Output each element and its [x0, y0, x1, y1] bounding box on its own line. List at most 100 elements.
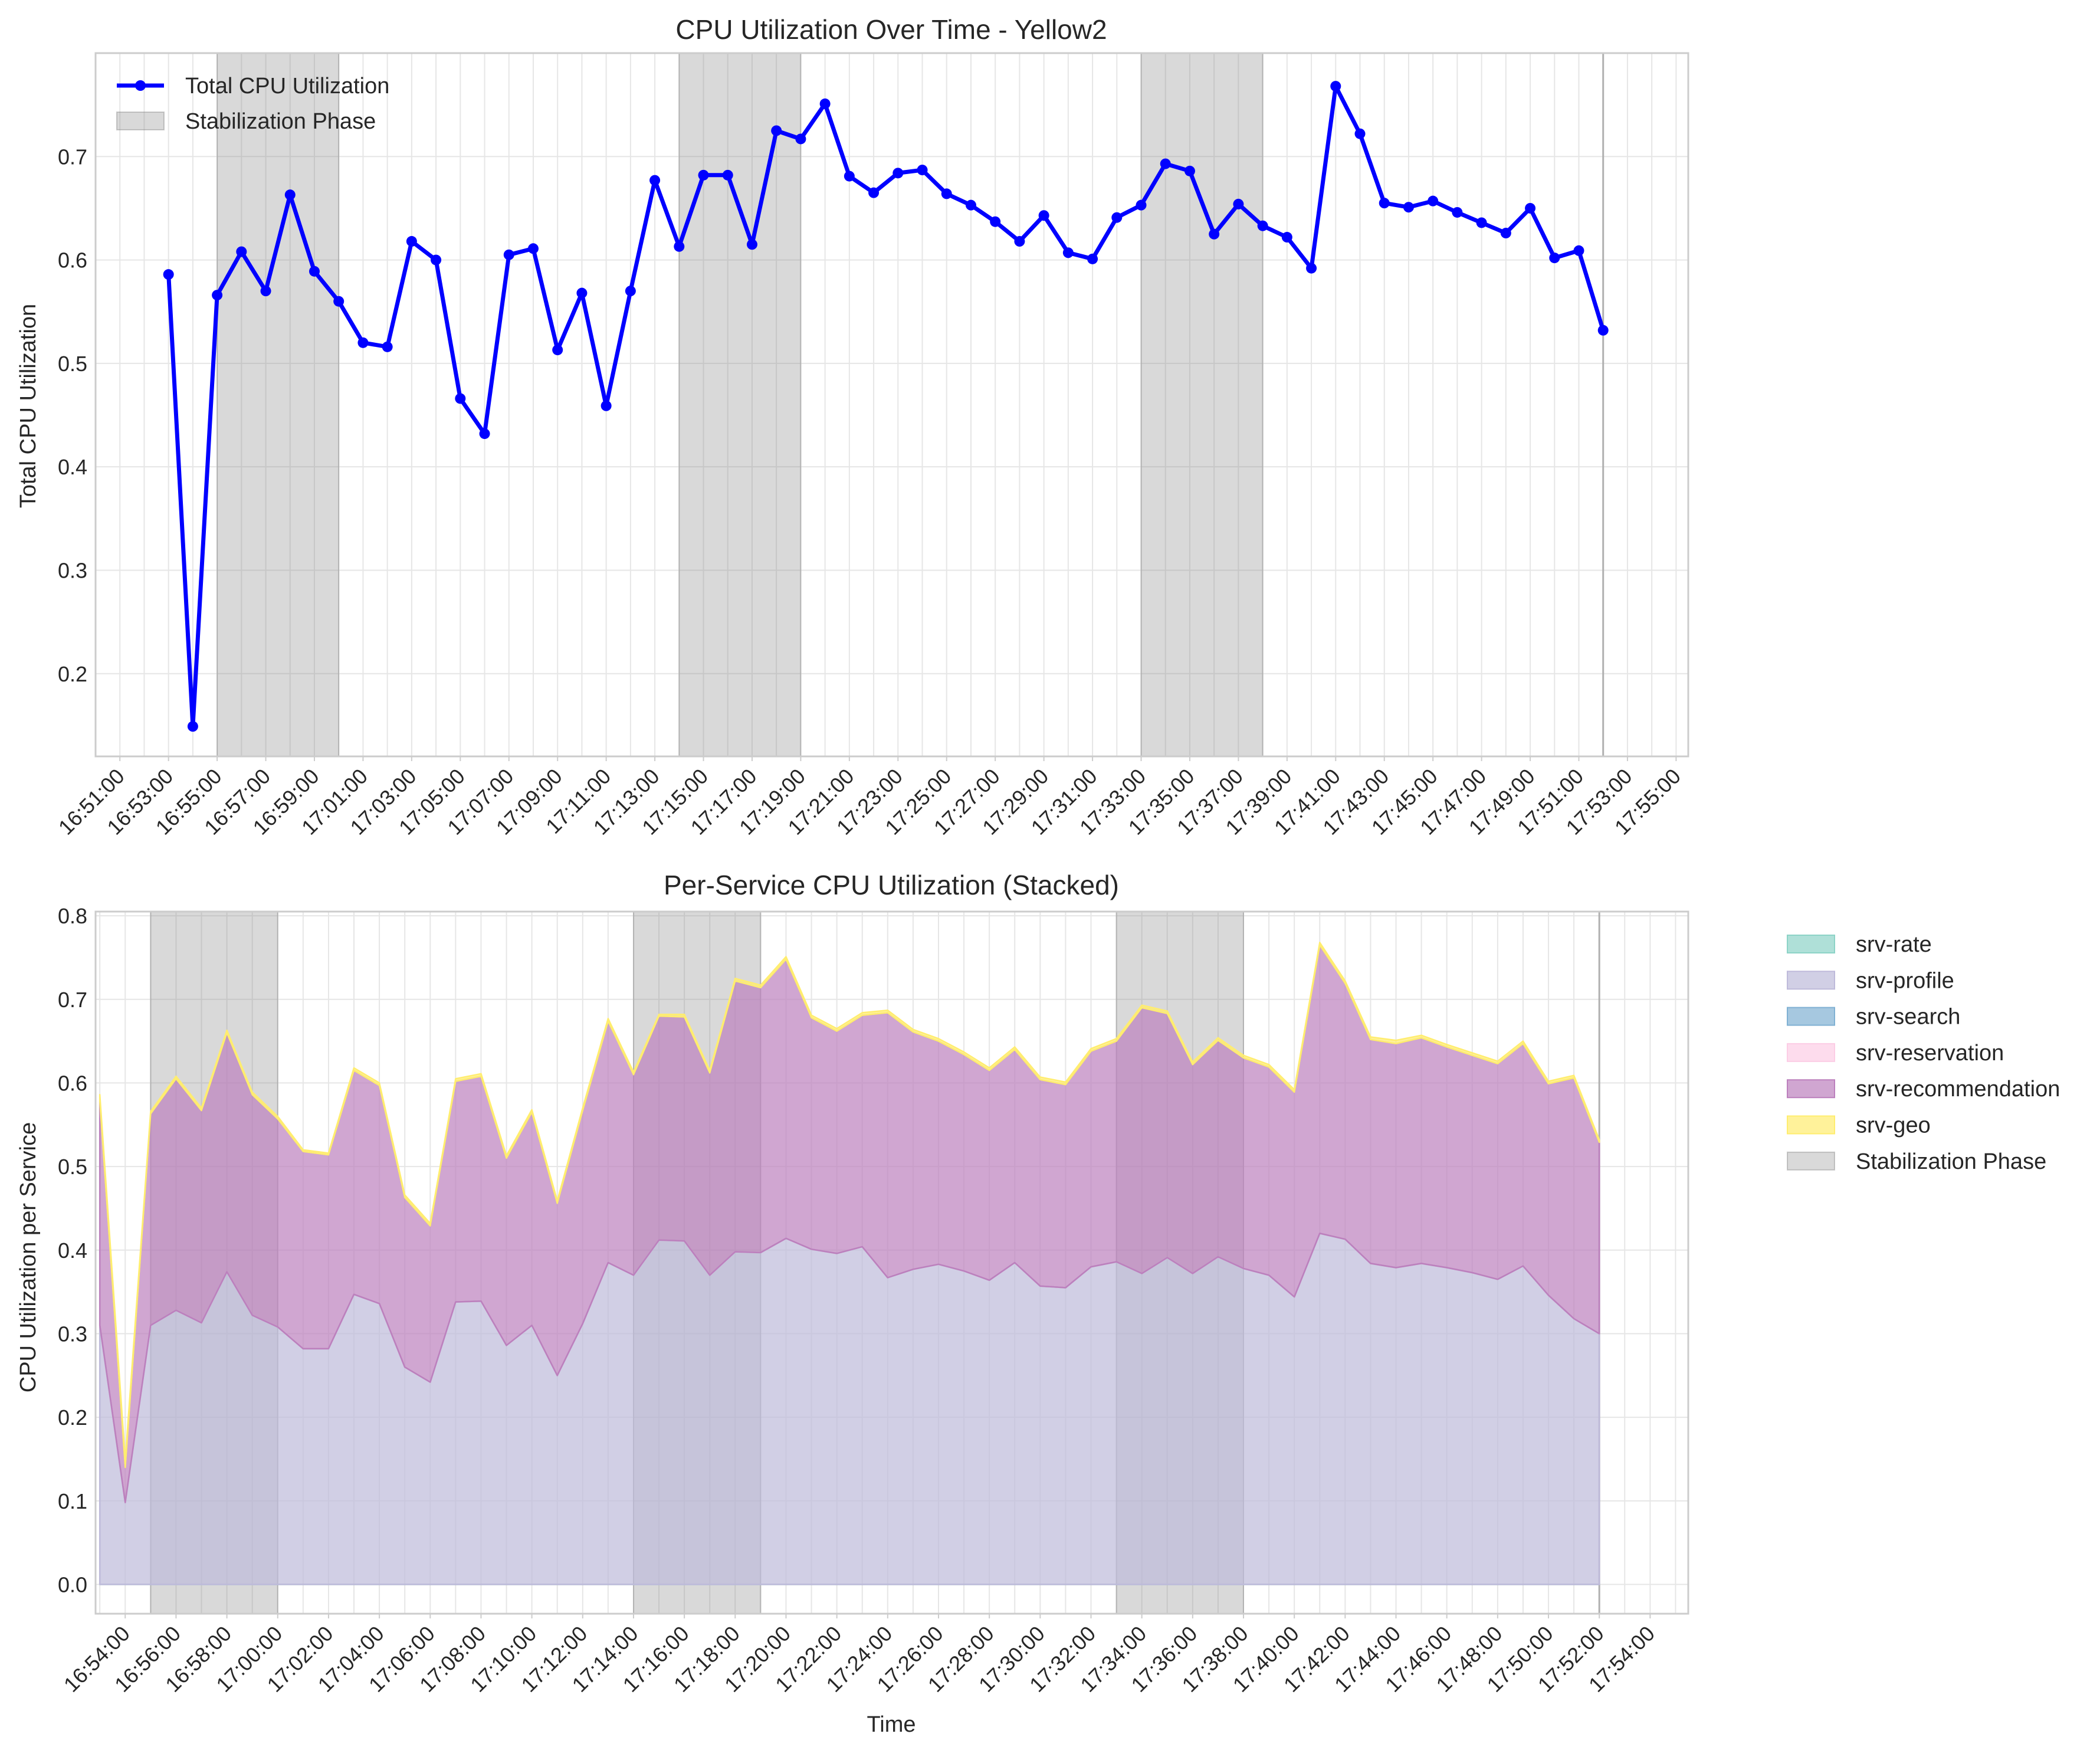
legend-swatch-patch: [1787, 1007, 1835, 1026]
y-tick-label: 0.8: [58, 904, 87, 928]
data-point: [1500, 228, 1511, 239]
legend-swatch-patch: [1787, 1079, 1835, 1099]
y-tick-label: 0.5: [58, 352, 87, 376]
data-point: [1330, 81, 1341, 92]
plot-background: [96, 53, 1688, 756]
legend-entry-label: srv-recommendation: [1856, 1077, 2060, 1102]
legend-entry-label: srv-search: [1856, 1005, 1960, 1030]
y-tick-labels: 0.2 0.3 0.4 0.5 0.6 0.7: [58, 145, 87, 686]
y-tick-label: 0.2: [58, 662, 87, 686]
bottom-chart: Per-Service CPU Utilization (Stacked) CP…: [16, 870, 2060, 1737]
data-point: [844, 171, 855, 182]
top-chart-y-axis-label: Total CPU Utilization: [16, 304, 41, 508]
y-tick-label: 0.1: [58, 1489, 87, 1513]
data-point: [601, 400, 612, 411]
data-point: [1428, 195, 1439, 207]
data-point: [552, 345, 563, 356]
legend-entry-label: srv-geo: [1856, 1113, 1931, 1138]
data-point: [1476, 217, 1487, 228]
y-tick-label: 0.4: [58, 1238, 87, 1263]
data-point: [1038, 210, 1049, 221]
legend-entry-label: Total CPU Utilization: [185, 74, 389, 99]
bottom-chart-title: Per-Service CPU Utilization (Stacked): [664, 870, 1119, 900]
legend-swatch-patch: [1787, 1151, 1835, 1171]
data-point: [722, 169, 733, 181]
data-point: [406, 236, 417, 247]
data-point: [1014, 236, 1025, 247]
bottom-chart-y-axis-label: CPU Utilization per Service: [16, 1122, 41, 1392]
data-point: [163, 269, 174, 280]
data-point: [260, 286, 271, 297]
data-point: [309, 266, 320, 277]
legend-swatch-marker: [135, 80, 146, 91]
y-tick-label: 0.5: [58, 1155, 87, 1179]
data-point: [819, 98, 831, 109]
top-chart-legend: Total CPU Utilization Stabilization Phase: [116, 74, 389, 134]
data-point: [771, 125, 782, 136]
top-chart: CPU Utilization Over Time - Yellow2 Tota…: [16, 14, 1689, 840]
data-point: [1525, 202, 1536, 214]
data-point: [1379, 198, 1390, 209]
data-point: [625, 286, 636, 297]
stabilization-phase-band: [216, 53, 340, 757]
data-point: [1184, 165, 1195, 176]
series-line-total-cpu-utilization: [166, 84, 1606, 729]
bottom-chart-plot-area: 0.0 0.1 0.2 0.3 0.4 0.5 0.6 0.7 0.8 16:54:0016:56…: [58, 904, 1689, 1697]
data-point: [1209, 228, 1220, 240]
bottom-chart-x-axis-label: Time: [867, 1712, 916, 1737]
data-point: [1233, 198, 1244, 209]
y-tick-label: 0.7: [58, 145, 87, 169]
data-point: [1136, 199, 1147, 211]
data-point: [1452, 207, 1463, 218]
y-tick-label: 0.6: [58, 1071, 87, 1095]
stabilization-phase-band: [678, 53, 802, 757]
data-point: [868, 187, 880, 198]
data-point: [382, 341, 393, 352]
data-point: [576, 287, 588, 299]
data-point: [284, 189, 296, 201]
data-point: [746, 239, 757, 250]
legend-swatch-patch: [1787, 1115, 1835, 1135]
y-tick-label: 0.4: [58, 455, 87, 479]
top-chart-title: CPU Utilization Over Time - Yellow2: [675, 14, 1107, 45]
y-tick-label: 0.3: [58, 1322, 87, 1346]
legend-entry-label: Stabilization Phase: [1856, 1149, 2046, 1174]
data-point: [1281, 232, 1292, 243]
y-tick-label: 0.2: [58, 1405, 87, 1430]
data-point: [1549, 253, 1560, 264]
data-point: [1597, 325, 1609, 336]
data-point: [333, 296, 344, 307]
data-point: [674, 241, 685, 252]
legend-entry-label: srv-profile: [1856, 968, 1954, 993]
data-point: [357, 337, 369, 348]
data-point: [1403, 202, 1414, 213]
series-points: [163, 81, 1609, 732]
data-point: [479, 428, 490, 440]
legend-entry-label: srv-reservation: [1856, 1041, 2004, 1066]
data-point: [917, 165, 928, 176]
data-point: [1354, 128, 1366, 139]
legend-swatch-patch: [116, 112, 165, 130]
y-tick-labels: 0.0 0.1 0.2 0.3 0.4 0.5 0.6 0.7 0.8: [58, 904, 87, 1597]
legend-swatch-patch: [1787, 935, 1835, 953]
grid: [95, 53, 1688, 756]
y-tick-label: 0.3: [58, 558, 87, 582]
data-point: [1573, 245, 1584, 256]
data-point: [965, 199, 976, 211]
axes-frame: [94, 910, 1689, 1615]
data-point: [1087, 253, 1098, 264]
data-point: [1160, 158, 1171, 169]
data-point: [795, 133, 806, 145]
legend-entry-label: srv-rate: [1856, 932, 1932, 957]
data-point: [527, 243, 539, 254]
bottom-chart-legend: srv-rate srv-profile srv-search srv-reserva…: [1787, 932, 2060, 1174]
data-point: [1257, 220, 1268, 231]
data-point: [941, 188, 952, 199]
y-tick-label: 0.0: [58, 1572, 87, 1597]
data-point: [1062, 247, 1074, 258]
legend-swatch-patch: [1787, 971, 1835, 990]
data-point: [212, 290, 223, 301]
axes-frame: [94, 52, 1689, 758]
legend-entry-label: Stabilization Phase: [185, 109, 376, 134]
